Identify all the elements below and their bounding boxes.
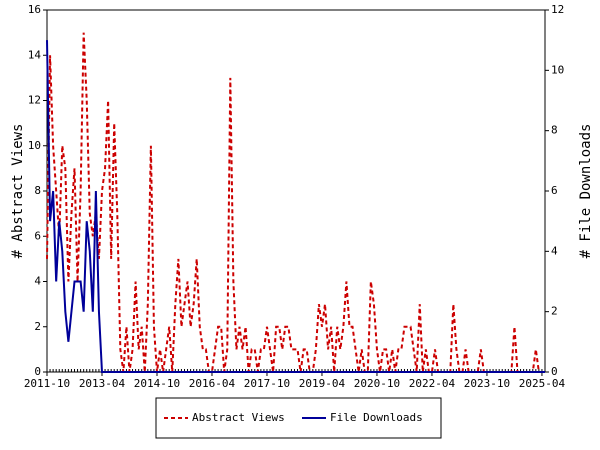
y-tick-label: 12	[28, 94, 41, 107]
y-tick-label: 10	[28, 139, 41, 152]
x-tick-label: 2025-04	[519, 377, 566, 390]
y-tick-label: 2	[34, 320, 41, 333]
y-tick-label: 6	[34, 229, 41, 242]
legend-box	[155, 397, 442, 439]
x-tick-label: 2022-04	[409, 377, 456, 390]
x-tick-label: 2023-10	[464, 377, 510, 390]
y2-tick-label: 6	[551, 184, 558, 197]
legend-label: Abstract Views	[192, 411, 285, 424]
plot-frame	[46, 9, 546, 373]
y2-tick-label: 10	[551, 63, 564, 76]
y2-tick-label: 12	[551, 3, 564, 16]
series-line	[46, 32, 545, 373]
y-tick-label: 4	[34, 275, 41, 288]
y2-tick-label: 8	[551, 124, 558, 137]
y2-tick-label: 0	[551, 365, 558, 378]
y-tick-label: 0	[34, 365, 41, 378]
y2-tick-label: 4	[551, 244, 558, 257]
x-tick-label: 2017-10	[244, 377, 290, 390]
y-tick-label: 14	[28, 48, 42, 61]
x-tick-label: 2011-10	[24, 377, 70, 390]
x-tick-label: 2014-10	[134, 377, 180, 390]
y2-tick-label: 2	[551, 305, 558, 318]
y2-axis-title: # File Downloads	[578, 124, 594, 259]
y-tick-label: 16	[28, 3, 41, 16]
y-axis-title: # Abstract Views	[10, 124, 26, 259]
series-line	[46, 40, 545, 373]
x-tick-label: 2020-10	[354, 377, 400, 390]
x-tick-label: 2016-04	[189, 377, 236, 390]
x-tick-label: 2019-04	[299, 377, 346, 390]
x-tick-label: 2013-04	[79, 377, 126, 390]
y-tick-label: 8	[34, 184, 41, 197]
legend-label: File Downloads	[330, 411, 423, 424]
